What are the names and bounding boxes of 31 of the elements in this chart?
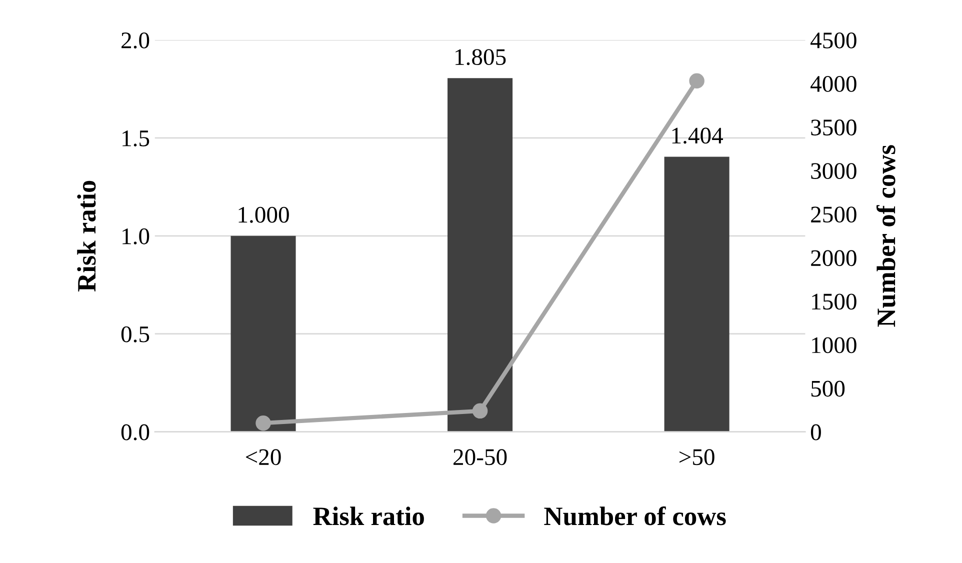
y2-axis-title: Number of cows	[876, 145, 896, 327]
y2-tick-label: 1000	[812, 337, 856, 354]
y2-tick-label: 2500	[811, 206, 856, 223]
bar	[448, 78, 513, 432]
y2-tick-label: 0	[810, 424, 821, 440]
y-tick-label: 1.5	[122, 130, 150, 146]
y-tick-label: 2.0	[122, 32, 150, 48]
y2-tick-label: 3500	[811, 120, 856, 136]
y2-tick-label: 1500	[812, 294, 856, 310]
data-label: 1.404	[672, 128, 723, 144]
point	[689, 73, 704, 89]
x-tick-label: <20	[246, 449, 281, 466]
legend-label: Risk ratio	[313, 506, 424, 526]
y2-tick-label: 4500	[810, 32, 856, 48]
point	[256, 415, 271, 431]
y-tick-label: 1.0	[122, 228, 150, 244]
y2-tick-label: 3000	[811, 163, 856, 180]
bar	[230, 236, 296, 432]
x-tick-label: 20-50	[454, 449, 507, 466]
y-tick-label: 0.0	[121, 424, 150, 440]
y2-tick-label: 2000	[811, 250, 856, 266]
bar	[664, 156, 730, 432]
point	[472, 403, 488, 419]
y-tick-label: 0.5	[121, 326, 150, 342]
data-label: 1.000	[238, 206, 289, 223]
y2-tick-label: 500	[811, 380, 845, 397]
y2-tick-label: 4000	[810, 76, 856, 92]
data-label: 1.805	[456, 49, 506, 66]
y-axis-title: Risk ratio	[77, 180, 96, 292]
x-tick-label: >50	[680, 449, 714, 466]
legend-label: Number of cows	[544, 506, 726, 526]
